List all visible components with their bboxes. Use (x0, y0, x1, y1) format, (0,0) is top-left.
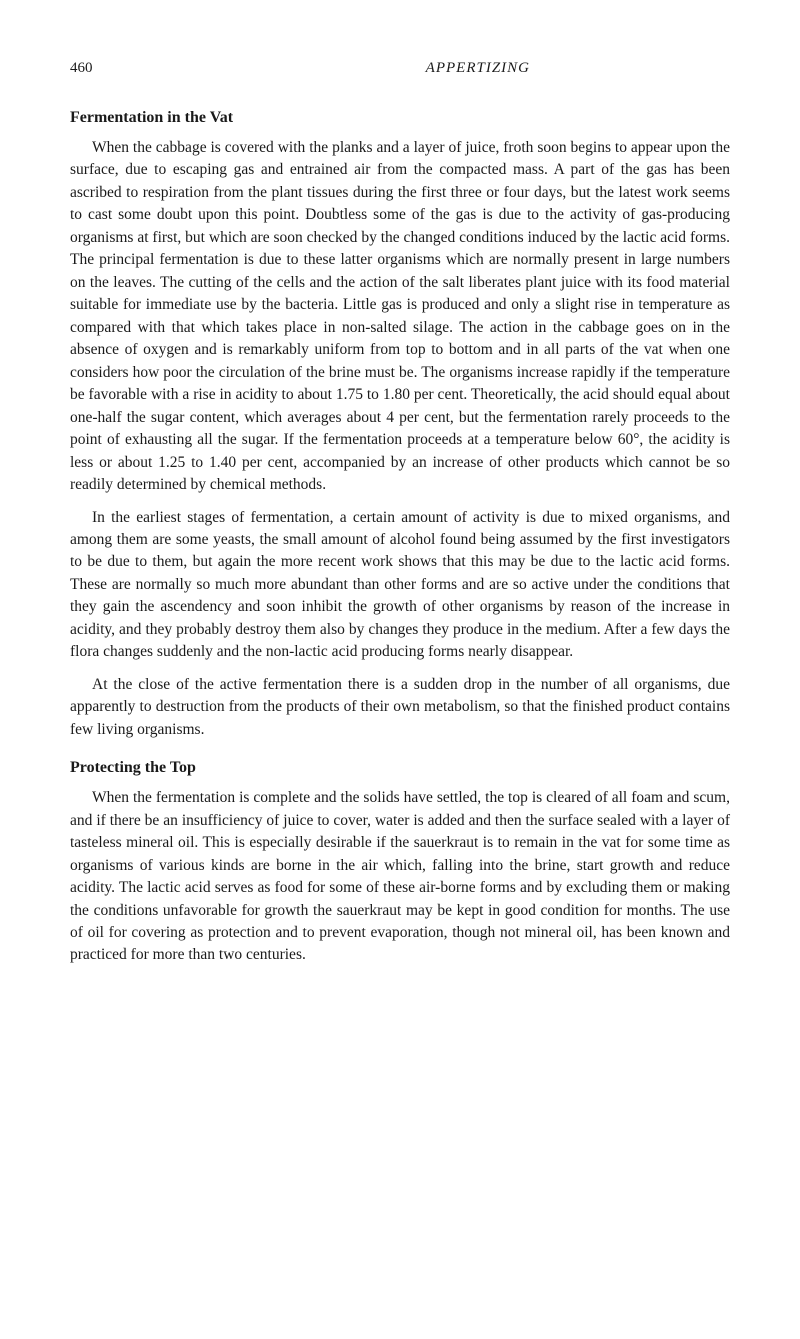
section-heading: Protecting the Top (70, 759, 730, 777)
section-heading: Fermentation in the Vat (70, 109, 730, 127)
body-paragraph: When the cabbage is covered with the pla… (70, 137, 730, 497)
page-number: 460 (70, 60, 93, 77)
body-paragraph: In the earliest stages of fermentation, … (70, 507, 730, 664)
body-paragraph: At the close of the active fermentation … (70, 674, 730, 741)
section-protecting: Protecting the Top When the fermentation… (70, 759, 730, 967)
running-title: APPERTIZING (426, 60, 530, 77)
body-paragraph: When the fermentation is complete and th… (70, 787, 730, 967)
page-header: 460 APPERTIZING (70, 60, 730, 77)
section-fermentation: Fermentation in the Vat When the cabbage… (70, 109, 730, 741)
